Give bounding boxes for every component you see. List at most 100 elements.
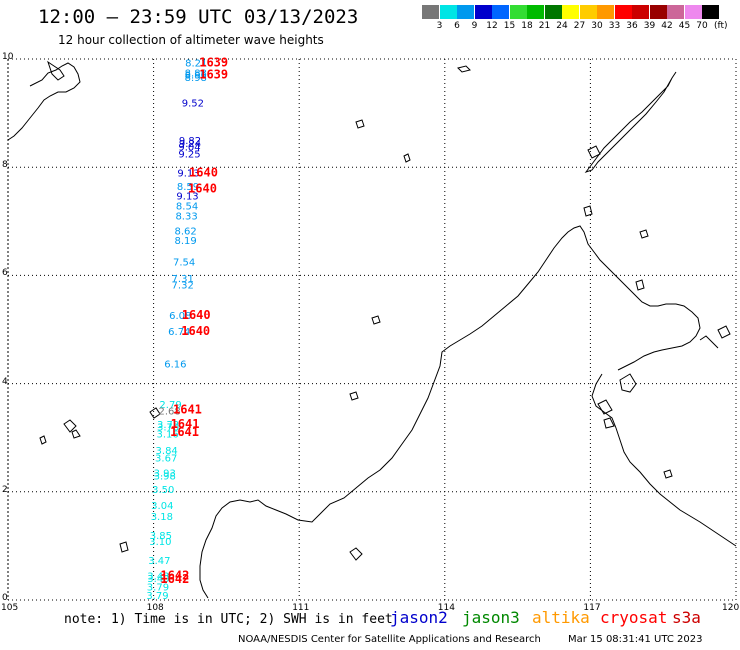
y-tick-label: 6 <box>2 268 8 279</box>
generated-timestamp: Mar 15 08:31:41 UTC 2023 <box>568 634 703 645</box>
wave-height-value: 2.79 <box>159 400 181 411</box>
color-swatch <box>492 5 509 19</box>
x-tick-label: 111 <box>292 603 310 613</box>
wave-height-value: 3.67 <box>155 454 177 465</box>
island-6 <box>119 541 129 553</box>
island-20 <box>587 145 601 159</box>
wave-height-value: 8.98 <box>185 73 207 84</box>
coastline-sulawesi-edge <box>699 335 719 349</box>
color-swatch <box>579 5 597 19</box>
island-11 <box>603 417 615 429</box>
color-scale-label: 15 <box>503 21 516 31</box>
color-swatch <box>544 5 562 19</box>
coastline-borneo-east <box>591 373 737 547</box>
island-18 <box>635 279 645 291</box>
time-label: 1639 <box>199 56 228 70</box>
color-scale-label: 18 <box>521 21 533 31</box>
coastline <box>7 60 737 599</box>
satellite-cryosat: cryosat <box>600 608 668 627</box>
wave-height-value: 3.16 <box>157 430 179 441</box>
island-3 <box>63 419 77 433</box>
color-swatch <box>474 5 492 19</box>
wave-height-value: 3.18 <box>151 512 173 523</box>
coastline-borneo <box>199 225 701 599</box>
x-tick-label: 105 <box>1 603 19 613</box>
time-label: 1640 <box>181 324 210 338</box>
island-19 <box>639 229 649 239</box>
color-scale-label: 12 <box>486 21 498 31</box>
color-scale-label: 30 <box>591 21 603 31</box>
wave-height-value: 6.74 <box>168 327 190 338</box>
satellite-jason3: jason3 <box>462 608 520 627</box>
color-scale-label: 3 <box>436 21 443 31</box>
color-scale-label: 36 <box>626 21 638 31</box>
map-title: 12:00 — 23:59 UTC 03/13/2023 <box>38 6 359 28</box>
color-swatch <box>632 5 649 19</box>
island-5 <box>39 435 47 445</box>
color-swatch <box>422 5 439 19</box>
wave-height-value: 8.21 <box>185 59 207 70</box>
island-17 <box>583 205 593 217</box>
color-scale-label: 42 <box>661 21 673 31</box>
color-scale-label: 6 <box>454 21 460 31</box>
x-tick-label: 117 <box>583 603 601 613</box>
color-swatch <box>527 5 544 19</box>
island-13 <box>663 469 673 479</box>
time-label: 1641 <box>171 417 200 431</box>
time-label: 1641 <box>173 402 202 416</box>
wave-height-value: 9.13 <box>177 168 199 179</box>
wave-height-value: 7.54 <box>173 258 195 269</box>
wave-height-value: 3.79 <box>146 591 168 602</box>
wave-height-value: 3.43 <box>147 571 169 582</box>
wave-height-value: 6.08 <box>169 311 191 322</box>
wave-height-value: 3.10 <box>149 537 171 548</box>
coastline-indochina <box>7 62 81 141</box>
y-tick-label: 4 <box>2 376 8 387</box>
color-scale-label: 24 <box>556 21 568 31</box>
color-swatch <box>562 5 579 19</box>
wave-height-value: 3.84 <box>156 446 178 457</box>
color-swatch <box>597 5 614 19</box>
x-tick-label: 108 <box>146 603 164 613</box>
island-9 <box>619 373 637 393</box>
x-tick-label: 114 <box>437 603 455 613</box>
island-1 <box>457 65 471 73</box>
wave-height-value: 3.04 <box>151 501 173 512</box>
y-tick-label: 0 <box>2 593 8 603</box>
satellite-altika: altika <box>532 608 590 627</box>
wave-height-value: 9.82 <box>179 136 201 147</box>
time-label: 1640 <box>182 308 211 322</box>
wave-height-value: 7.32 <box>172 280 194 291</box>
wave-height-value: 8.33 <box>175 212 197 223</box>
time-label: 1640 <box>189 165 218 179</box>
time-label: 1639 <box>199 67 228 81</box>
satellite-jason2: jason2 <box>390 608 448 627</box>
island-16 <box>371 315 381 325</box>
wave-height-value: 3.70 <box>157 423 179 434</box>
island-2 <box>149 407 161 419</box>
color-swatch <box>667 5 684 19</box>
time-label: 1642 <box>160 572 189 586</box>
wave-height-value: 3.85 <box>150 531 172 542</box>
color-scale-label: 21 <box>538 21 551 31</box>
island-4 <box>71 429 81 439</box>
y-tick-label: 10 <box>2 52 14 62</box>
wave-height-value: 9.52 <box>182 99 204 110</box>
color-swatch <box>509 5 527 19</box>
wave-height-value: 3.79 <box>147 582 169 593</box>
wave-height-value: 3.50 <box>152 485 174 496</box>
color-swatch <box>684 5 702 19</box>
wave-height-value: 9.04 <box>178 142 200 153</box>
wave-height-value: 2.68 <box>158 406 180 417</box>
wave-height-value: 8.88 <box>185 68 207 79</box>
island-8 <box>349 391 359 401</box>
color-scale-label: 45 <box>678 21 691 31</box>
island-14 <box>403 153 411 163</box>
time-label: 1642 <box>160 568 189 582</box>
color-scale-label: 70 <box>696 21 708 31</box>
wave-height-value: 7.31 <box>172 274 194 285</box>
map-frame <box>7 58 737 601</box>
wave-height-value: 9.13 <box>176 192 198 203</box>
time-label: 1640 <box>188 182 217 196</box>
coastline-cape <box>47 60 65 81</box>
